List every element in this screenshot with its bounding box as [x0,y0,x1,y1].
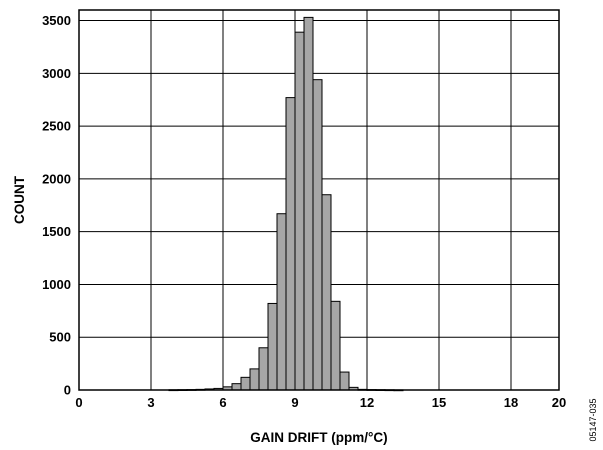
x-tick-label: 9 [291,395,298,410]
histogram-bar [294,31,305,391]
y-tick-label: 0 [64,383,71,398]
x-tick-label: 12 [360,395,374,410]
histogram-bar [330,300,341,391]
histogram-bar [312,79,323,391]
y-tick-label: 1000 [42,277,71,292]
x-tick-label: 15 [432,395,446,410]
histogram-bar [249,368,260,391]
y-tick-label: 2000 [42,171,71,186]
histogram-bar [267,302,278,391]
y-tick-label: 3000 [42,66,71,81]
y-tick-label: 3500 [42,13,71,28]
y-tick-label: 1500 [42,224,71,239]
plot-frame [78,9,560,391]
x-axis-title: GAIN DRIFT (ppm/°C) [250,430,387,445]
y-tick-label: 2500 [42,119,71,134]
histogram-bar [339,371,350,391]
y-axis-title: COUNT [12,175,27,224]
y-tick-label: 500 [49,330,71,345]
x-tick-label: 18 [504,395,518,410]
x-tick-label: 20 [552,395,566,410]
histogram-bar [303,16,314,391]
histogram-bar [231,383,242,391]
histogram-bar [321,194,332,391]
histogram-bar [285,97,296,391]
x-tick-label: 0 [75,395,82,410]
x-tick-label: 6 [219,395,226,410]
histogram-bar [258,347,269,391]
figure-id: 05147-035 [588,398,598,441]
x-tick-labels: 0 3 6 9 12 15 18 20 [75,395,566,410]
x-tick-label: 3 [147,395,154,410]
histogram-bar [240,376,251,391]
histogram-bar [276,213,287,391]
y-tick-labels: 0 500 1000 1500 2000 2500 3000 3500 [42,13,71,397]
